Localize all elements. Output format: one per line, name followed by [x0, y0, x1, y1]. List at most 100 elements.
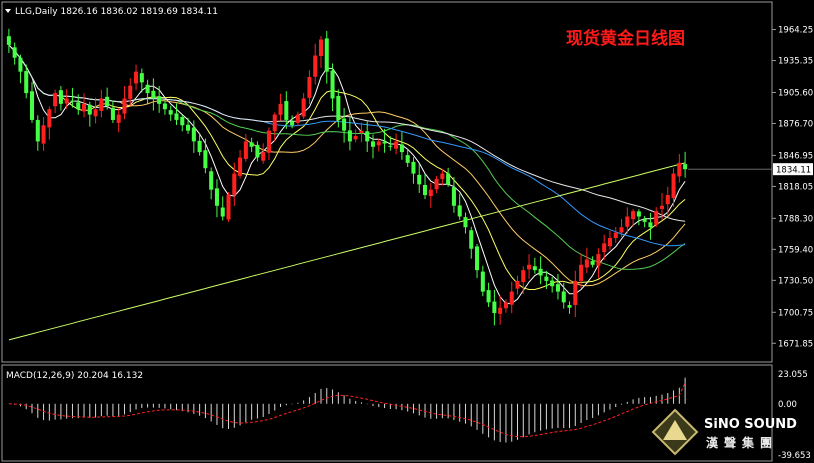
candle [590, 256, 595, 268]
macd-y-tick-label: -39.653 [778, 451, 811, 461]
candle [388, 136, 393, 151]
candle [434, 175, 439, 194]
candle-body [186, 124, 191, 131]
candle [203, 138, 208, 174]
candle [561, 282, 566, 309]
candle-body [197, 140, 202, 153]
candle [440, 168, 445, 186]
candle [99, 89, 104, 118]
candle [214, 179, 219, 218]
symbol-info: LLG,Daily 1826.16 1836.02 1819.69 1834.1… [15, 7, 218, 17]
chart-menu-triangle-icon[interactable] [5, 9, 11, 13]
candle [284, 91, 289, 129]
candle-body [99, 98, 104, 111]
candle [492, 289, 497, 326]
candle [191, 120, 196, 153]
candle [607, 230, 612, 251]
candle [116, 108, 121, 133]
candle [226, 192, 231, 222]
candle-body [122, 98, 127, 114]
candle-body [58, 90, 63, 104]
candle-body [405, 155, 410, 163]
candle-body [232, 173, 237, 195]
candle-body [394, 141, 399, 149]
candle-body [654, 211, 659, 225]
candle [249, 137, 254, 153]
candle-body [347, 130, 352, 142]
candle-body [6, 36, 11, 45]
candle-body [47, 109, 52, 128]
candle [498, 295, 503, 325]
candle [35, 115, 40, 151]
candle [12, 42, 17, 65]
candle [58, 86, 63, 111]
candle [47, 106, 52, 140]
candle [301, 93, 306, 120]
candle-body [313, 55, 318, 77]
candle [625, 207, 630, 235]
candle [313, 43, 318, 85]
candle [29, 82, 35, 123]
macd-signal-line [8, 382, 686, 438]
chart-title: 现货黄金日线图 [566, 28, 685, 49]
candle-body [174, 113, 179, 120]
candle [503, 299, 508, 313]
candle [151, 78, 156, 111]
candle-body [613, 232, 618, 239]
candle [370, 134, 376, 159]
candle [105, 87, 110, 110]
candle [631, 208, 636, 227]
candle-body [41, 125, 46, 144]
candle-body [29, 91, 35, 120]
candle-body [157, 96, 162, 104]
candle-body [607, 237, 612, 247]
candle [394, 133, 399, 155]
candle-body [266, 130, 271, 153]
candle [41, 117, 46, 151]
candle [122, 86, 127, 120]
candle [642, 215, 647, 228]
candle [428, 183, 433, 208]
candle [347, 117, 352, 151]
ma-line-long [8, 162, 686, 341]
candle-body [521, 270, 526, 283]
candle [295, 111, 300, 126]
candle [53, 89, 58, 114]
candle-body [642, 219, 647, 222]
candle [139, 68, 144, 93]
candle-body [226, 195, 231, 220]
candle-body [134, 71, 139, 84]
candle-body [284, 101, 289, 120]
candle [110, 100, 115, 124]
candle [145, 79, 150, 104]
candle-body [423, 184, 428, 196]
candle-body [509, 291, 514, 305]
candle-body [625, 216, 630, 227]
candle [596, 248, 601, 279]
candle-body [180, 116, 185, 126]
candle [197, 133, 202, 156]
main-panel-frame [1, 1, 773, 363]
candle-body [110, 107, 115, 120]
candle-body [555, 284, 560, 292]
candle [134, 64, 139, 91]
candle-body [330, 70, 335, 99]
candle [405, 148, 410, 167]
candle-body [214, 188, 219, 206]
candle-body [665, 195, 670, 205]
sino-sound-logo: SiNO SOUND 漢聲集團 [651, 408, 797, 456]
candle [480, 265, 485, 297]
candle [330, 63, 335, 111]
candle [342, 108, 347, 143]
candle-body [105, 96, 110, 106]
candle [521, 266, 526, 295]
y-tick-label: 1935.35 [778, 57, 813, 67]
candle [411, 157, 416, 184]
candle-body [336, 95, 341, 120]
candle [579, 253, 584, 289]
y-tick-label: 1818.05 [778, 182, 813, 192]
candle-body [82, 103, 87, 112]
candle-body [550, 280, 555, 287]
candle-body [64, 98, 69, 104]
